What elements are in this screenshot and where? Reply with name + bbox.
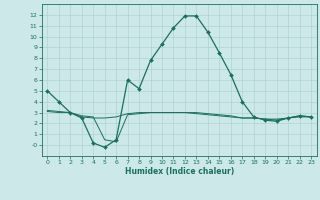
X-axis label: Humidex (Indice chaleur): Humidex (Indice chaleur) (124, 167, 234, 176)
